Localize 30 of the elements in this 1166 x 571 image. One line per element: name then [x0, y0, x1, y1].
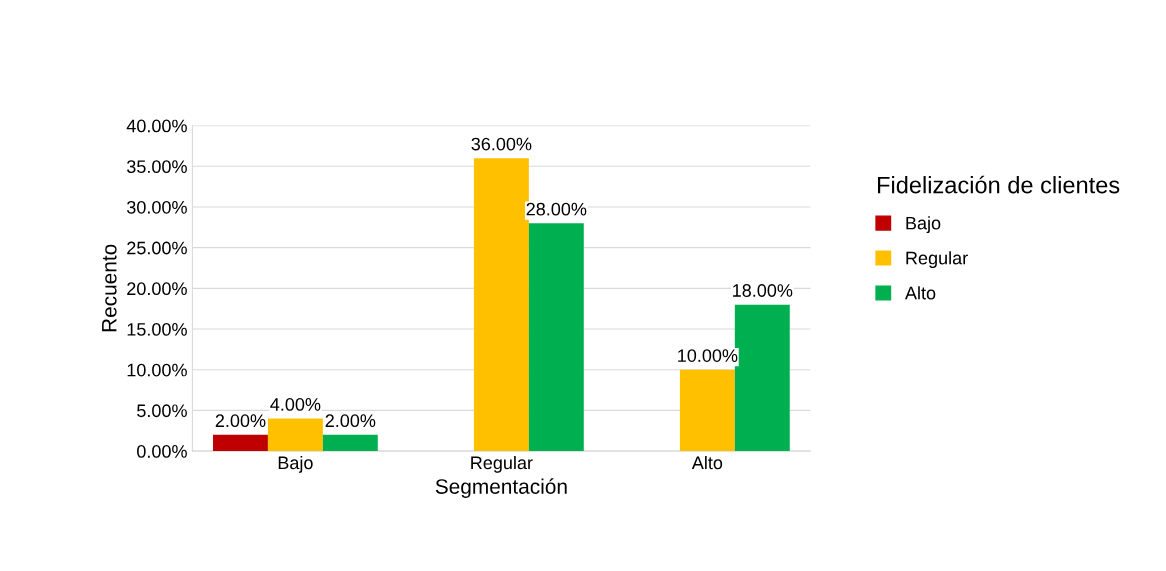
- y-tick-label: 15.00%: [127, 322, 187, 336]
- data-label: 36.00%: [471, 137, 532, 151]
- y-tick-label: 20.00%: [127, 282, 187, 296]
- y-tick-label: 35.00%: [126, 160, 187, 174]
- y-tick-label: 0.00%: [137, 445, 187, 458]
- x-tick-label: Alto: [691, 455, 723, 470]
- legend-label: Regular: [906, 251, 968, 269]
- data-label: 28.00%: [526, 202, 587, 216]
- bar: [267, 418, 323, 452]
- bar: [679, 369, 735, 452]
- y-tick-label: 5.00%: [137, 404, 187, 418]
- bar: [322, 434, 378, 452]
- y-tick-label: 10.00%: [127, 363, 187, 377]
- data-label: 18.00%: [733, 284, 793, 297]
- data-label: 4.00%: [270, 398, 321, 411]
- legend-title: Fidelización de clientes: [878, 175, 1120, 194]
- y-axis-title: Recuento: [102, 244, 117, 332]
- bar: [212, 434, 268, 452]
- x-tick-label: Bajo: [278, 455, 313, 473]
- y-tick-label: 30.00%: [126, 200, 187, 214]
- y-tick-label: 40.00%: [126, 119, 187, 133]
- x-tick-label: Regular: [471, 455, 533, 473]
- data-label: 10.00%: [678, 349, 738, 362]
- data-label: 2.00%: [215, 414, 266, 428]
- data-label: 2.00%: [325, 414, 376, 428]
- bar: [528, 223, 584, 452]
- legend-label: Alto: [904, 286, 936, 300]
- legend-label: Bajo: [906, 216, 941, 234]
- x-axis-title: Segmentación: [435, 478, 567, 498]
- y-tick-label: 25.00%: [127, 241, 187, 255]
